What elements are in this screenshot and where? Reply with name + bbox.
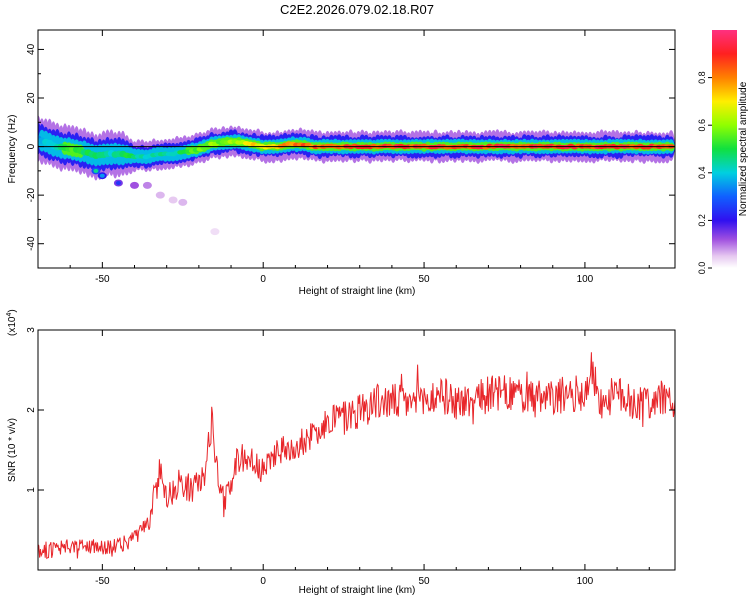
- spectrogram-y-tick-label: -40: [26, 236, 37, 251]
- spectrogram-x-tick-label: 50: [418, 274, 430, 285]
- snr-y-tick-label: 1: [26, 487, 37, 493]
- spectrogram-x-tick-label: 0: [260, 274, 266, 285]
- colorbar-ticks: 0.0 0.2 0.4 0.6 0.8: [697, 71, 712, 274]
- colorbar-tick-label: 0.0: [697, 262, 707, 275]
- snr-y-ticks: 1 2 3: [26, 327, 675, 493]
- colorbar-tick-label: 0.6: [697, 119, 707, 132]
- spectrogram-blob-core: [93, 168, 99, 173]
- snr-x-tick-label: 100: [577, 576, 594, 587]
- spectrogram-frame: [37, 29, 676, 269]
- snr-x-tick-label: 50: [418, 576, 430, 587]
- snr-series-line: [38, 352, 675, 560]
- snr-y-tick-label: 2: [26, 407, 37, 413]
- figure-title: C2E2.2026.079.02.18.R07: [280, 2, 434, 17]
- colorbar-tick-label: 0.8: [697, 71, 707, 84]
- spectrogram-x-ticks: -50 0 50 100: [37, 30, 650, 285]
- spectrogram-blob-core: [115, 181, 121, 185]
- snr-x-label: Height of straight line (km): [299, 585, 416, 596]
- spectrogram-blob: [142, 181, 152, 189]
- spectrogram-blob: [168, 196, 178, 204]
- spectrogram-blob: [130, 181, 139, 189]
- spectrogram-x-tick-label: -50: [95, 274, 110, 285]
- spectrogram-blob-core: [99, 173, 105, 178]
- spectrogram-blob: [155, 191, 165, 199]
- snr-x-tick-label: 0: [260, 576, 266, 587]
- snr-x-ticks: -50 0 50 100: [37, 330, 650, 587]
- snr-frame: [37, 329, 676, 571]
- snr-x-tick-label: -50: [95, 576, 110, 587]
- colorbar: 0.0 0.2 0.4 0.6 0.8 Normalized spectral ampl…: [697, 30, 749, 274]
- colorbar-tick-label: 0.2: [697, 214, 707, 227]
- spectrogram-y-tick-label: 20: [26, 92, 37, 104]
- snr-y-tick-label: 3: [26, 327, 37, 333]
- spectrogram-blob: [210, 228, 220, 236]
- spectrogram-marks: [38, 115, 675, 236]
- snr-y-multiplier: (x104): [6, 309, 18, 336]
- spectrogram-y-tick-label: 40: [26, 43, 37, 55]
- spectrogram-y-tick-label: 0: [26, 143, 37, 149]
- colorbar-label: Normalized spectral amplitude: [738, 81, 749, 216]
- spectrogram-blob: [178, 198, 188, 206]
- spectrogram-y-tick-label: -20: [26, 187, 37, 202]
- snr-y-label: SNR (10 * v/v): [7, 418, 18, 482]
- colorbar-gradient: [712, 30, 737, 268]
- spectrogram-panel: -50 0 50 100 -40 -20 0 20 40 Height of straight…: [7, 29, 676, 297]
- spectrogram-y-ticks: -40 -20 0 20 40: [26, 43, 675, 269]
- spectrogram-y-label: Frequency (Hz): [7, 115, 18, 184]
- snr-panel: -50 0 50 100 1 2 3 Height of straight line (k…: [6, 309, 676, 596]
- colorbar-tick-label: 0.4: [697, 167, 707, 180]
- spectrogram-x-tick-label: 100: [577, 274, 594, 285]
- spectrogram-x-label: Height of straight line (km): [299, 286, 416, 297]
